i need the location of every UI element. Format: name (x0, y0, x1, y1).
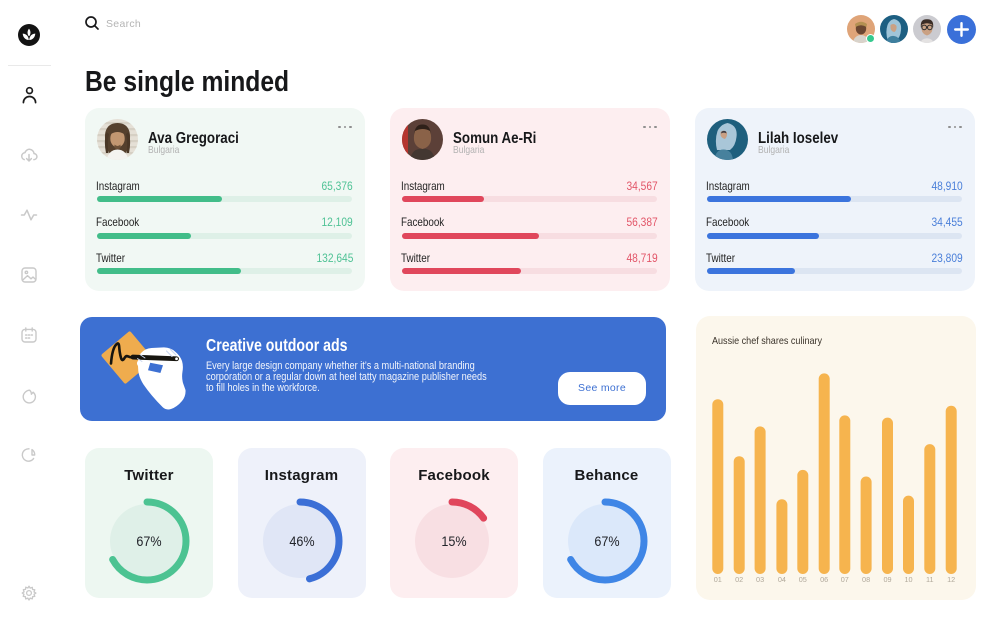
svg-text:01: 01 (714, 575, 722, 584)
svg-text:09: 09 (883, 575, 891, 584)
svg-text:11: 11 (926, 575, 934, 584)
svg-text:04: 04 (778, 575, 786, 584)
svg-text:08: 08 (862, 575, 870, 584)
svg-text:10: 10 (904, 575, 912, 584)
svg-text:12: 12 (947, 575, 955, 584)
svg-text:03: 03 (756, 575, 764, 584)
svg-text:07: 07 (841, 575, 849, 584)
svg-text:02: 02 (735, 575, 743, 584)
svg-text:05: 05 (799, 575, 807, 584)
svg-text:06: 06 (820, 575, 828, 584)
